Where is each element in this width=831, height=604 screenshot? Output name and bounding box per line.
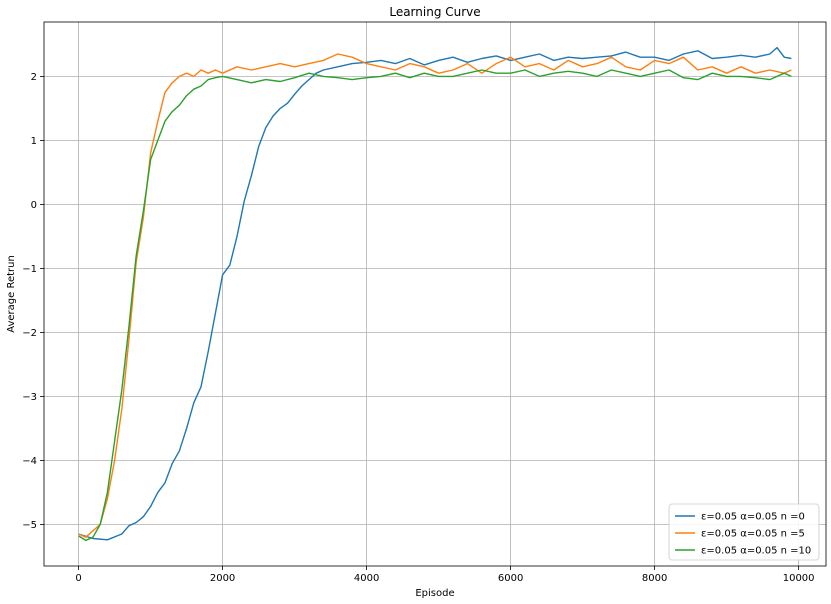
y-tick-label: 0 <box>31 200 37 211</box>
x-axis-label: Episode <box>415 588 454 599</box>
x-tick-label: 10000 <box>783 573 815 584</box>
y-tick-label: −1 <box>22 264 37 275</box>
series-line-2 <box>78 69 792 542</box>
x-tick-label: 2000 <box>210 573 235 584</box>
legend-label-0: ε=0.05 α=0.05 n =0 <box>701 512 805 523</box>
legend-box <box>668 503 820 561</box>
legend: ε=0.05 α=0.05 n =0 ε=0.05 α=0.05 n =5 ε=0.… <box>668 503 820 561</box>
x-tick-label: 8000 <box>642 573 667 584</box>
chart-title: Learning Curve <box>389 5 480 19</box>
legend-label-1: ε=0.05 α=0.05 n =5 <box>701 529 805 540</box>
y-tick-label: −5 <box>22 520 37 531</box>
y-tick-label: −3 <box>22 392 37 403</box>
y-tick-label: 2 <box>31 72 37 83</box>
series-line-0 <box>78 46 792 541</box>
ticks: 0 2000 4000 6000 8000 10000 −5 −4 −3 −2 −1 0 1 2 <box>22 72 814 584</box>
legend-label-2: ε=0.05 α=0.05 n =10 <box>701 546 811 557</box>
x-tick-label: 6000 <box>498 573 523 584</box>
x-tick-label: 4000 <box>354 573 379 584</box>
y-tick-label: 1 <box>31 136 37 147</box>
plot-frame <box>43 21 827 567</box>
y-axis-label: Average Retrun <box>6 255 17 333</box>
series-layer <box>78 46 792 542</box>
x-tick-label: 0 <box>75 573 81 584</box>
series-line-1 <box>78 53 792 538</box>
y-tick-label: −2 <box>22 328 37 339</box>
y-tick-label: −4 <box>22 456 37 467</box>
